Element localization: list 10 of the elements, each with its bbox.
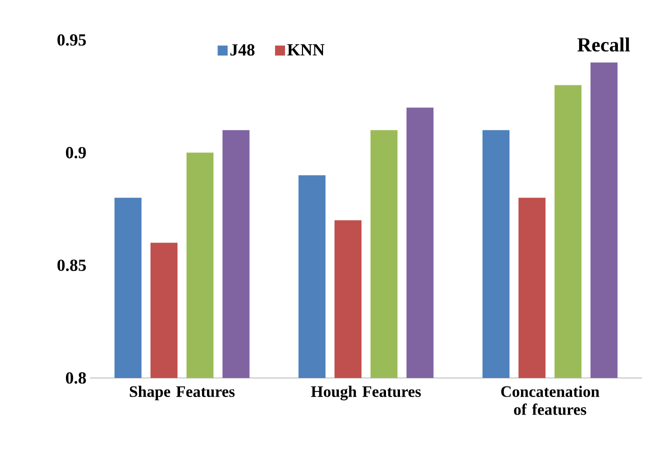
legend-label: J48	[230, 44, 254, 56]
y-tick-label: 0.95	[57, 34, 86, 46]
y-tick-label: 0.9	[66, 146, 86, 158]
x-tick-label: Hough Features	[311, 386, 421, 400]
legend-label: KNN	[287, 44, 324, 56]
x-tick-label: Concatenation of features	[501, 386, 600, 415]
chart-title: Recall	[577, 38, 630, 52]
x-tick-label: Shape Features	[130, 386, 235, 400]
y-tick-label: 0.8	[66, 372, 86, 384]
y-tick-label: 0.85	[57, 260, 86, 272]
